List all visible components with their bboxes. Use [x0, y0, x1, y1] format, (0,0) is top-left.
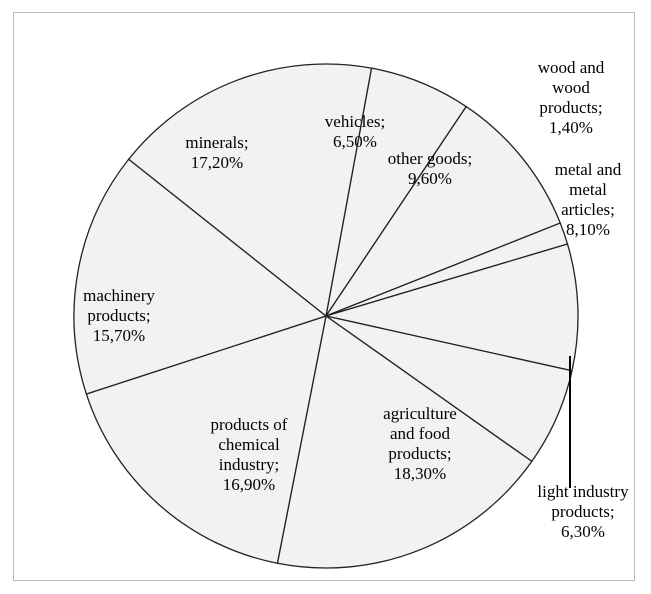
pie-slice — [73, 158, 328, 395]
pie-slices — [73, 63, 579, 569]
pie-slice — [276, 314, 533, 569]
slice-label: metal and metal articles; 8,10% — [555, 160, 622, 239]
slice-label: agriculture and food products; 18,30% — [383, 404, 457, 483]
slice-label: light industry products; 6,30% — [537, 482, 629, 541]
slice-label: machinery products; 15,70% — [83, 286, 155, 345]
pie-slice — [324, 105, 562, 318]
pie-slice — [127, 63, 373, 318]
slice-label: wood and wood products; 1,40% — [538, 58, 605, 137]
pie-labels: vehicles; 6,50%other goods; 9,60% wood and w… — [83, 58, 629, 541]
pie-slice — [85, 315, 327, 565]
slice-label: vehicles; 6,50% — [325, 112, 385, 151]
pie-slice — [323, 243, 579, 372]
slice-label: minerals; 17,20% — [185, 133, 248, 172]
slice-label: products of chemical industry; 16,90% — [211, 415, 288, 494]
slice-label: other goods; 9,60% — [388, 149, 473, 188]
